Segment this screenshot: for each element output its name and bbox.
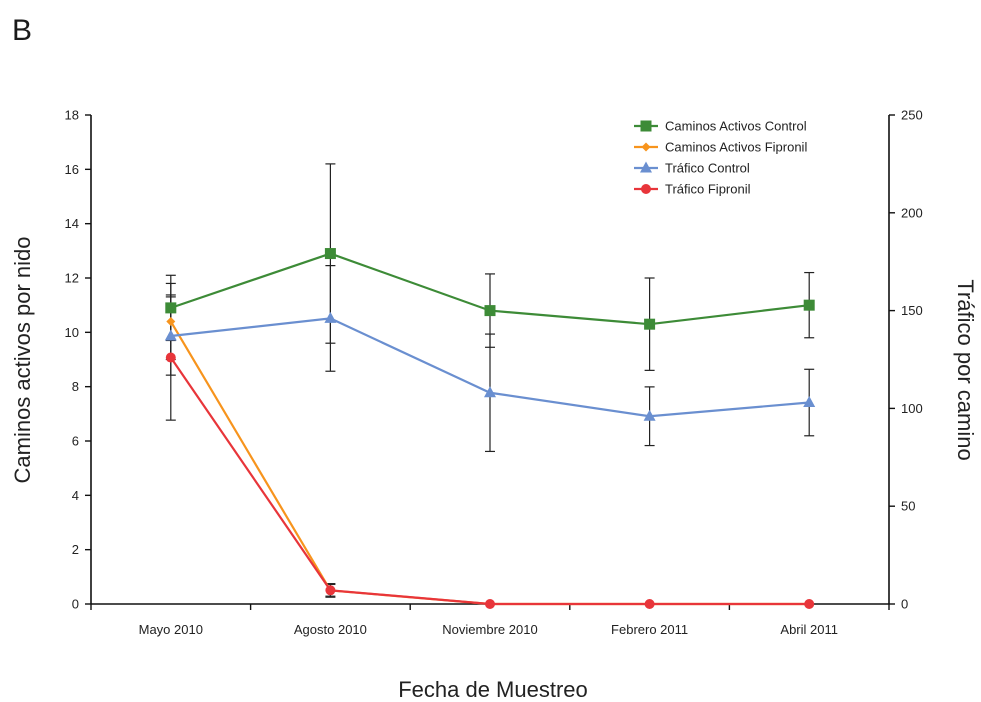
y-left-tick-label: 12 [65, 271, 79, 286]
legend-entry-label: Tráfico Fipronil [665, 182, 751, 197]
triangle-marker [640, 161, 652, 173]
y-left-tick-label: 2 [72, 542, 79, 557]
y-left-tick-label: 10 [65, 325, 79, 340]
x-tick-label: Noviembre 2010 [442, 622, 537, 637]
y-axis-title-left: Caminos activos por nido [10, 236, 35, 483]
circle-marker [485, 599, 495, 609]
x-tick-label: Agosto 2010 [294, 622, 367, 637]
x-tick-label: Abril 2011 [780, 622, 838, 637]
legend-entry-label: Caminos Activos Control [665, 119, 807, 134]
y-axis-title-right: Tráfico por camino [953, 279, 978, 460]
x-axis-title: Fecha de Muestreo [398, 677, 588, 702]
x-tick-label: Mayo 2010 [139, 622, 203, 637]
y-left-tick-label: 14 [65, 216, 79, 231]
legend: Caminos Activos Control Caminos Activos F… [634, 119, 807, 197]
y-left-tick-label: 16 [65, 162, 79, 177]
y-right-tick-label: 50 [901, 499, 915, 514]
triangle-marker [324, 311, 337, 323]
y-right-tick-label: 150 [901, 303, 923, 318]
y-left-tick-label: 0 [72, 597, 79, 612]
y-right-tick-label: 200 [901, 205, 923, 220]
square-marker [644, 318, 656, 330]
triangle-marker [643, 409, 656, 421]
series-markers [164, 248, 816, 609]
circle-marker [325, 585, 336, 596]
triangle-marker [803, 396, 816, 408]
triangle-marker [484, 386, 496, 398]
panel-label: B [12, 14, 32, 47]
diamond-marker [166, 316, 176, 326]
y-right-tick-label: 100 [901, 401, 923, 416]
diamond-marker [641, 142, 651, 152]
square-marker [324, 248, 336, 260]
axes: 0 2 4 6 8 10 12 14 16 18 0 50 100 150 200 250 Mayo 2010 A… [65, 108, 923, 638]
circle-marker [644, 599, 655, 609]
square-marker [484, 305, 496, 317]
y-right-tick-label: 250 [901, 108, 923, 123]
y-left-tick-label: 8 [72, 379, 79, 394]
legend-entry-label: Caminos Activos Fipronil [665, 140, 807, 155]
square-marker [640, 120, 652, 132]
circle-marker [641, 184, 651, 194]
circle-marker [165, 352, 176, 363]
circle-marker [804, 599, 815, 609]
y-left-tick-label: 6 [72, 434, 79, 449]
y-left-tick-label: 18 [65, 108, 79, 123]
y-left-tick-label: 4 [72, 488, 79, 503]
square-marker [803, 299, 815, 311]
square-marker [165, 302, 177, 314]
triangle-marker [164, 329, 177, 341]
error-bars [165, 163, 815, 598]
x-tick-label: Febrero 2011 [611, 622, 688, 637]
y-right-tick-label: 0 [901, 597, 908, 612]
legend-entry-label: Tráfico Control [665, 161, 750, 176]
